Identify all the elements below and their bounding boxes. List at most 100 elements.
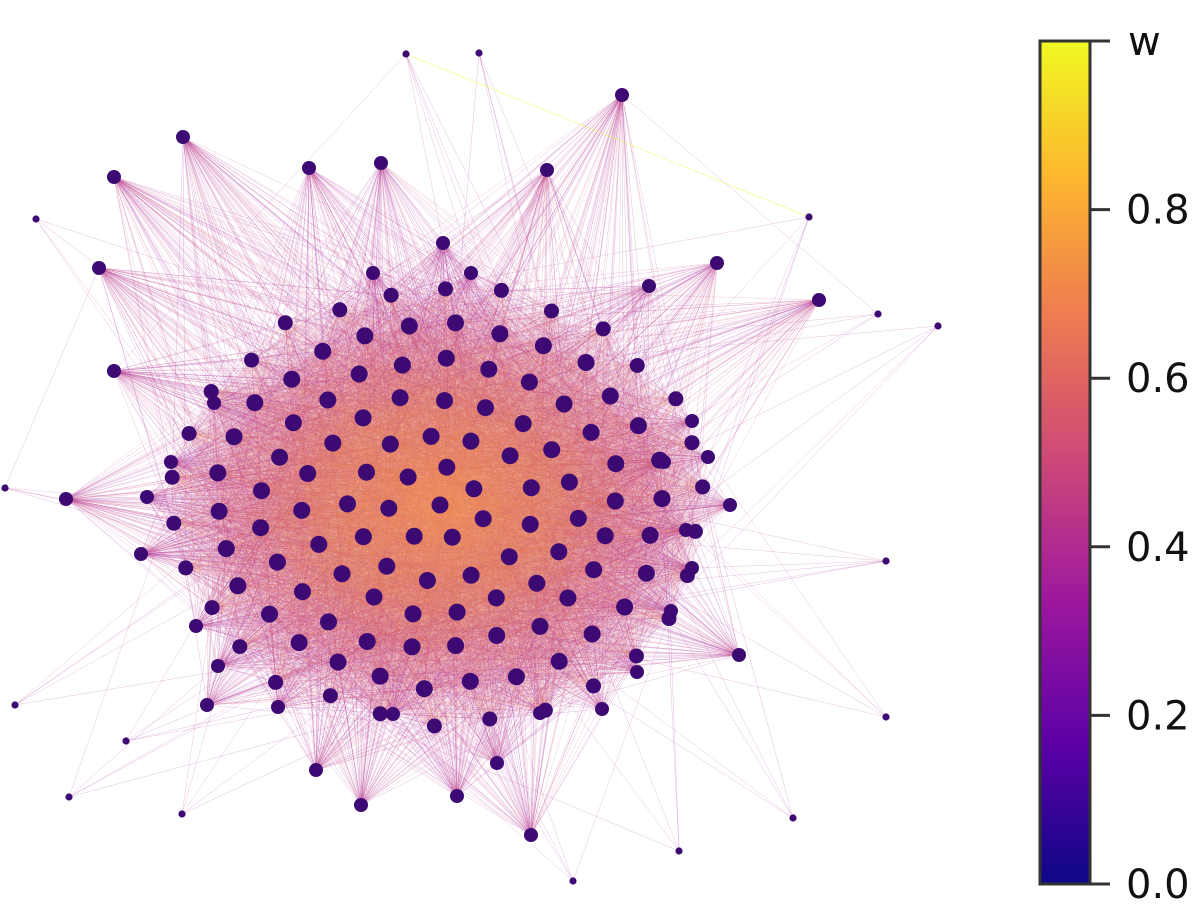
graph-node [386, 707, 400, 721]
graph-node [465, 480, 483, 498]
graph-node [653, 490, 671, 508]
graph-node [668, 391, 684, 407]
graph-node [405, 527, 423, 545]
graph-node [641, 526, 659, 544]
graph-node [882, 557, 890, 565]
graph-node [805, 213, 813, 221]
graph-node [400, 317, 418, 335]
graph-node [628, 648, 644, 664]
graph-node [302, 161, 316, 175]
graph-node [314, 342, 332, 360]
graph-node [601, 387, 619, 405]
graph-node [685, 414, 699, 428]
graph-node [200, 698, 214, 712]
graph-node [615, 88, 629, 102]
graph-node [493, 282, 509, 298]
graph-node [309, 763, 323, 777]
graph-node [283, 370, 301, 388]
edge-high-weight [405, 53, 810, 218]
graph-node [366, 266, 380, 280]
graph-node [524, 828, 538, 842]
graph-node [203, 384, 219, 399]
graph-node [630, 665, 644, 679]
graph-node [178, 560, 194, 576]
graph-node [277, 315, 293, 331]
graph-node [522, 479, 540, 497]
graph-node [164, 469, 180, 485]
graph-node [487, 589, 505, 607]
graph-node [332, 302, 348, 318]
graph-node [107, 364, 121, 378]
colorbar-tick-label: 0.8 [1126, 188, 1190, 234]
graph-node [664, 604, 678, 618]
network-nodes [1, 49, 942, 885]
graph-node [358, 463, 375, 481]
graph-node [402, 50, 410, 58]
graph-node [271, 700, 285, 714]
graph-node [569, 509, 587, 527]
graph-node [789, 814, 797, 822]
graph-node [501, 447, 519, 465]
graph-node [474, 510, 492, 528]
graph-node [92, 261, 106, 275]
graph-node [204, 600, 220, 616]
graph-node [107, 170, 121, 184]
graph-node [436, 236, 450, 250]
graph-node [438, 281, 453, 297]
graph-node [521, 515, 539, 533]
graph-node [450, 789, 464, 803]
graph-node [507, 668, 525, 686]
graph-node [606, 492, 624, 510]
graph-node [488, 627, 506, 644]
graph-node [378, 557, 396, 575]
graph-node [1, 484, 9, 492]
graph-node [59, 492, 73, 506]
colorbar-tick-label: 0.4 [1126, 525, 1190, 571]
graph-node [122, 737, 130, 745]
graph-node [32, 215, 40, 223]
graph-node [415, 680, 433, 698]
graph-node [560, 473, 578, 491]
graph-node [380, 499, 398, 517]
graph-node [531, 617, 549, 635]
graph-node [732, 648, 746, 662]
graph-node [482, 711, 498, 727]
graph-node [181, 426, 197, 441]
graph-node [374, 156, 388, 170]
graph-node [431, 496, 449, 514]
graph-node [211, 659, 225, 673]
graph-node [365, 588, 383, 606]
graph-node [244, 352, 259, 368]
graph-node [475, 49, 483, 57]
graph-node [271, 448, 289, 466]
graph-node [371, 667, 389, 685]
graph-node [322, 688, 338, 704]
colorbar-gradient [1038, 39, 1092, 886]
graph-node [637, 564, 655, 582]
colorbar-ticks: 0.0 0.2 0.4 0.6 0.8 [1090, 39, 1190, 908]
graph-node [629, 417, 647, 435]
graph-node [176, 130, 190, 144]
colorbar-tick-label: 0.0 [1126, 862, 1190, 908]
graph-node [514, 415, 532, 433]
graph-node [934, 322, 942, 330]
graph-node [350, 365, 368, 383]
graph-node [534, 337, 552, 355]
graph-node [164, 455, 178, 469]
graph-node [684, 435, 700, 451]
graph-node [500, 548, 518, 566]
graph-node [657, 455, 671, 469]
graph-node [426, 718, 442, 734]
graph-node [140, 490, 154, 504]
graph-node [189, 619, 203, 633]
colorbar-tick-label: 0.6 [1126, 356, 1190, 402]
graph-node [477, 399, 494, 417]
graph-node [418, 572, 436, 589]
graph-node [225, 428, 243, 446]
graph-node [585, 561, 603, 579]
graph-node [528, 574, 546, 592]
graph-node [134, 547, 148, 561]
graph-node [207, 396, 221, 410]
graph-node [437, 349, 455, 367]
graph-node [393, 356, 411, 374]
